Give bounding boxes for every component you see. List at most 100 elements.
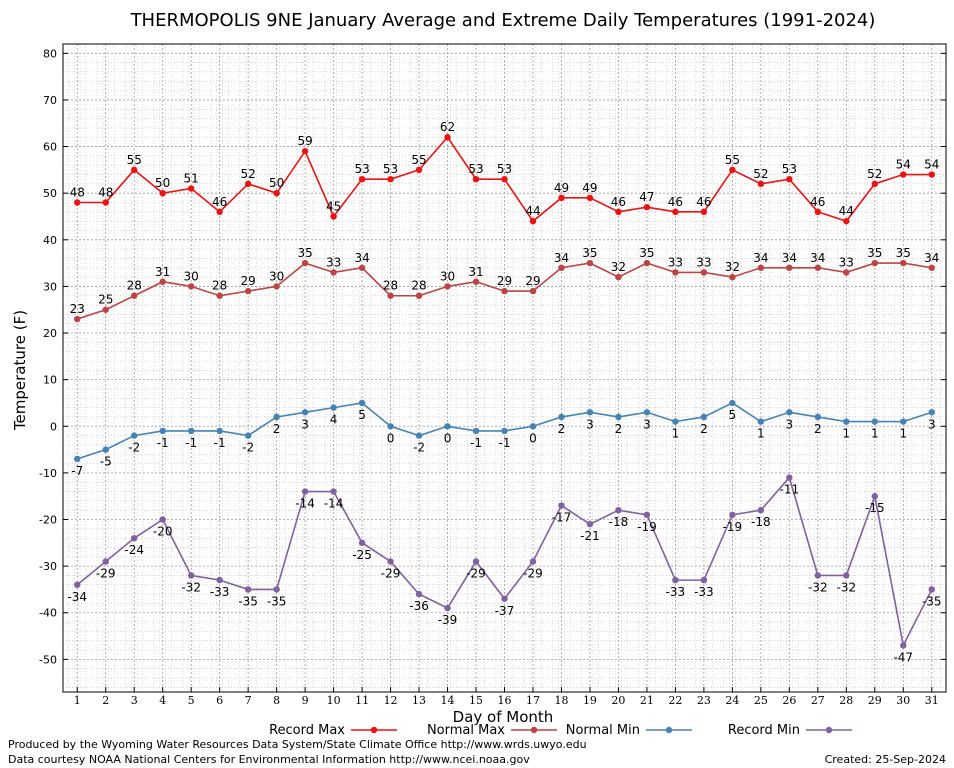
data-point xyxy=(301,409,309,416)
data-label: 1 xyxy=(842,427,850,441)
x-tick-label: 27 xyxy=(811,694,825,707)
data-label: 55 xyxy=(127,153,142,167)
data-label: 46 xyxy=(212,195,227,209)
data-label: -19 xyxy=(637,520,657,534)
x-tick-label: 11 xyxy=(355,694,369,707)
data-label: 35 xyxy=(297,246,312,260)
data-label: 0 xyxy=(444,431,452,445)
data-label: 2 xyxy=(615,422,623,436)
data-label: -33 xyxy=(666,585,686,599)
data-point xyxy=(415,590,423,598)
data-point xyxy=(131,166,138,174)
x-tick-label: 16 xyxy=(498,694,512,707)
data-point xyxy=(643,409,651,416)
data-label: 33 xyxy=(668,255,683,269)
x-tick-label: 19 xyxy=(583,694,597,707)
data-point xyxy=(472,427,480,435)
data-point xyxy=(729,273,736,281)
data-label: -35 xyxy=(238,594,258,608)
data-point xyxy=(387,175,394,183)
data-point xyxy=(700,208,708,216)
data-point xyxy=(672,576,679,584)
legend-swatch-marker xyxy=(825,726,833,734)
x-tick-label: 21 xyxy=(640,694,654,707)
data-point xyxy=(529,217,537,225)
data-label: 2 xyxy=(814,422,822,436)
data-point xyxy=(501,427,508,435)
data-label: 48 xyxy=(98,186,113,200)
data-label: -33 xyxy=(694,585,714,599)
x-tick-label: 13 xyxy=(412,694,426,707)
data-label: -37 xyxy=(495,604,515,618)
data-label: 3 xyxy=(786,417,794,431)
data-label: 33 xyxy=(696,255,711,269)
data-label: -18 xyxy=(609,515,629,529)
data-point xyxy=(900,259,907,267)
data-point xyxy=(159,427,166,435)
data-label: 5 xyxy=(358,408,366,422)
x-tick-label: 15 xyxy=(469,694,483,707)
data-point xyxy=(900,171,907,178)
x-tick-label: 8 xyxy=(273,694,280,707)
data-point xyxy=(444,134,451,141)
data-point xyxy=(928,264,935,271)
x-tick-label: 7 xyxy=(245,694,252,707)
data-label: 53 xyxy=(782,162,797,176)
data-point xyxy=(643,203,651,211)
data-point xyxy=(273,413,280,421)
data-point xyxy=(330,404,337,411)
data-label: -1 xyxy=(499,436,511,450)
x-tick-label: 24 xyxy=(725,694,739,707)
x-tick-label: 31 xyxy=(925,694,939,707)
x-tick-label: 18 xyxy=(554,694,568,707)
data-point xyxy=(672,269,679,276)
data-label: 44 xyxy=(839,204,854,218)
data-label: -18 xyxy=(751,515,771,529)
y-axis-label: Temperature (F) xyxy=(11,310,29,431)
data-label: 47 xyxy=(639,190,654,204)
data-point xyxy=(273,189,280,197)
data-point xyxy=(615,273,622,281)
data-point xyxy=(871,418,878,425)
series-normal-max: 23 25 28 31 30 28 29 30 35 33 34 28 28 30 31 29 29 34 35 32… xyxy=(70,246,939,323)
data-point xyxy=(358,539,366,547)
data-label: 53 xyxy=(354,162,369,176)
footer-producer: Produced by the Wyoming Water Resources … xyxy=(8,738,587,751)
data-point xyxy=(757,264,765,271)
data-label: -32 xyxy=(181,580,201,594)
data-label: -29 xyxy=(96,566,116,580)
data-label: 29 xyxy=(241,274,256,288)
data-label: 3 xyxy=(928,417,936,431)
data-label: 35 xyxy=(582,246,597,260)
data-point xyxy=(387,292,394,299)
data-label: 52 xyxy=(753,167,768,181)
data-label: 51 xyxy=(184,172,199,186)
data-point xyxy=(74,581,81,588)
data-point xyxy=(187,185,195,192)
data-point xyxy=(729,399,736,407)
x-tick-label: 4 xyxy=(159,694,166,707)
data-label: 0 xyxy=(529,431,537,445)
x-tick-label: 25 xyxy=(754,694,768,707)
data-point xyxy=(74,315,81,323)
data-point xyxy=(786,264,793,271)
data-label: 1 xyxy=(871,427,879,441)
data-label: 31 xyxy=(155,265,170,279)
data-label: -47 xyxy=(893,650,913,664)
data-label: 2 xyxy=(700,422,708,436)
y-tick-label: 60 xyxy=(43,141,57,154)
data-label: 52 xyxy=(241,167,256,181)
data-label: 2 xyxy=(273,422,281,436)
data-point xyxy=(615,413,622,421)
data-point xyxy=(187,572,195,579)
data-point xyxy=(74,199,81,206)
data-label: -2 xyxy=(413,441,425,455)
data-label: 34 xyxy=(810,251,825,265)
data-point xyxy=(928,171,935,178)
data-point xyxy=(415,292,423,299)
data-point xyxy=(216,292,223,299)
data-point xyxy=(387,558,394,565)
data-point xyxy=(786,175,793,183)
series-record-max: 48 48 55 50 51 46 52 50 59 45 53 53 55 62 53 53 44 49 49 46… xyxy=(70,120,939,225)
legend-swatch-marker xyxy=(370,726,378,734)
